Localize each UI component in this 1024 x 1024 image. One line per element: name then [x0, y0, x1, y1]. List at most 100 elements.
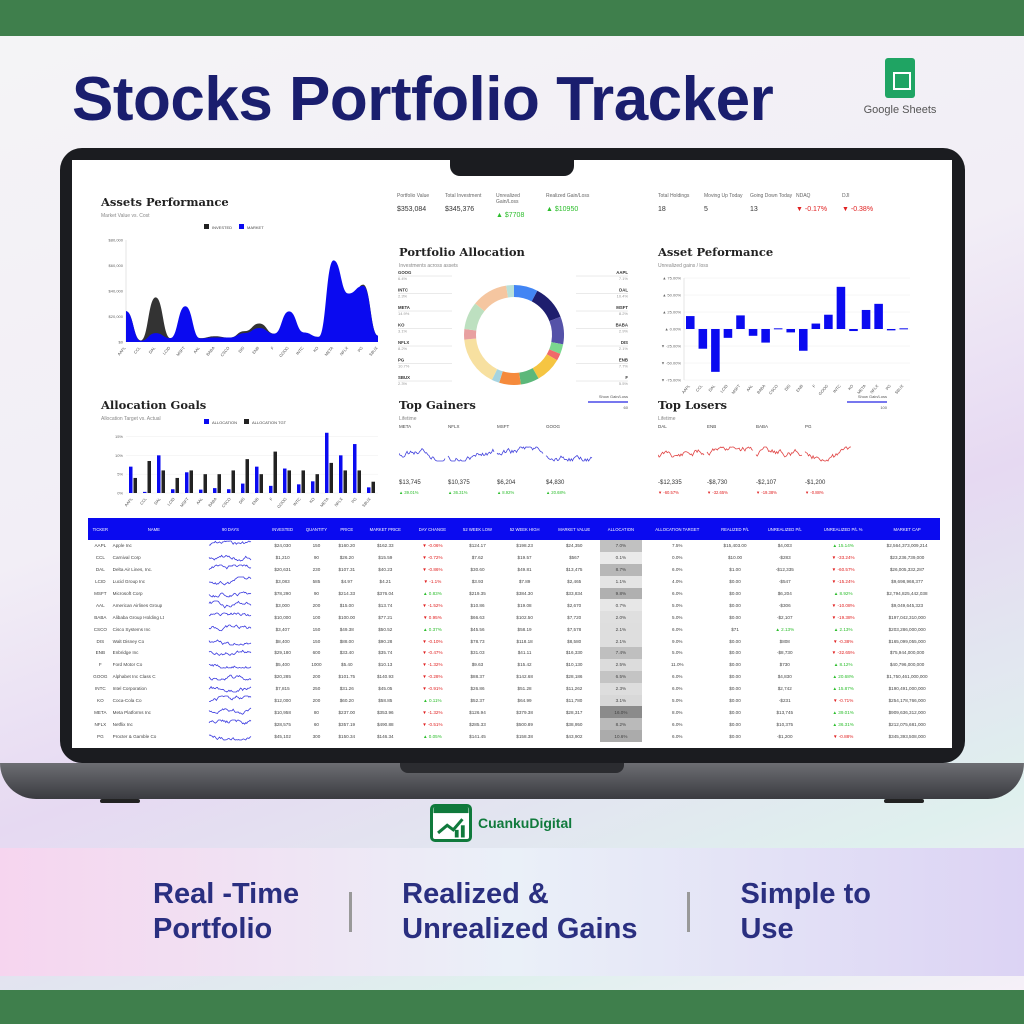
donut-slice: [546, 349, 561, 361]
donut-slice: [549, 342, 564, 354]
cell-invested: $3,000: [275, 602, 290, 608]
cell-name: Walt Disney Co: [112, 638, 145, 644]
column-header[interactable]: 52 WEEK LOW: [454, 518, 501, 540]
column-header[interactable]: ALLOCATION: [599, 518, 642, 540]
table-row[interactable]: CCL Carnival Corp $1,210 90 $26.20 $15.59 ▼ -0…: [88, 551, 940, 564]
cell-unrealized-p-l: -$231: [778, 698, 791, 704]
column-header[interactable]: UNREALIZED P/L %: [812, 518, 875, 540]
x-tick-label: KO: [308, 496, 316, 504]
cell-90-days: [195, 564, 266, 576]
cell-invested: $20,285: [274, 674, 291, 680]
show-gain-loss-toggle[interactable]: Show Gain/Loss 100: [847, 394, 887, 410]
cell-ticker: F: [98, 662, 102, 668]
mover-ticker: DAL: [658, 424, 667, 429]
column-header[interactable]: 90 DAYS: [195, 518, 266, 540]
column-header[interactable]: ALLOCATION TARGET: [641, 518, 713, 540]
column-header[interactable]: MARKET PRICE: [360, 518, 411, 540]
donut-slice: [532, 354, 558, 379]
mover-value: -$8,730: [707, 480, 728, 486]
table-row[interactable]: CSCO Cisco Systems Inc $3,407 150 $49.38 $50.…: [88, 623, 940, 636]
cell-ticker: BABA: [94, 614, 107, 620]
column-header[interactable]: INVESTED: [265, 518, 300, 540]
table-row[interactable]: AAPL Apple Inc $24,030 150 $160.20 $162.33 ▼ -…: [88, 540, 940, 552]
cell-allocation-target: 5.0%: [672, 614, 683, 620]
table-row[interactable]: F Ford Motor Co $5,400 1000 $5.40 $10.13 ▼ -1.…: [88, 658, 940, 671]
bar: [849, 329, 858, 332]
slice-value: 2.1%: [619, 346, 629, 351]
x-tick-label: BABA: [756, 383, 767, 395]
column-header[interactable]: UNREALIZED P/L: [757, 518, 813, 540]
table-row[interactable]: KO Coca-Cola Co $12,000 200 $60.20 $58.85 ▲ 0.…: [88, 694, 940, 707]
cell-quantity: 200: [312, 602, 321, 608]
cell-unrealized-p-l-: ▼ -15.24%: [831, 579, 855, 585]
sparkline: [209, 695, 252, 703]
table-row[interactable]: PG Procter & Gamble Co $45,102 300 $150.34 $1…: [88, 730, 940, 743]
cell-allocation: 16.0%: [599, 706, 642, 719]
mover-pct: ▼ -60.57%: [658, 490, 679, 495]
bar: [686, 316, 695, 329]
table-row[interactable]: AAL American Airlines Group $3,000 200 $15.0…: [88, 599, 940, 612]
table-row[interactable]: DAL Delta Air Lines, Inc. $20,631 230 $107.3…: [88, 563, 940, 576]
table-row[interactable]: DIS Walt Disney Co $8,400 150 $88.00 $90.28 ▼ …: [88, 635, 940, 648]
cell-allocation-target: 5.0%: [672, 698, 683, 704]
column-header[interactable]: PRICE: [333, 518, 361, 540]
cell-day-change: ▼ -1.32%: [422, 709, 443, 715]
mover-ticker: MSFT: [497, 424, 509, 429]
column-header[interactable]: DAY CHANGE: [410, 518, 455, 540]
table-row[interactable]: META Meta Platforms Inc $10,958 80 $237.00 $3…: [88, 706, 940, 719]
cell-unrealized-p-l-: ▲ 15.87%: [832, 686, 854, 692]
target-bar: [329, 462, 333, 493]
table-row[interactable]: ENB Enbridge Inc $29,180 600 $33.40 $35.74 ▼ -…: [88, 647, 940, 659]
kpi-value: ▼ -0.17%: [796, 206, 828, 213]
cell-ticker: INTC: [94, 686, 106, 692]
cell-allocation: 6.5%: [599, 670, 642, 683]
google-sheets-label: Google Sheets: [863, 104, 937, 116]
cell-market-value: $7,720: [567, 614, 582, 620]
bar: [736, 315, 745, 329]
column-header[interactable]: QUANTITY: [299, 518, 334, 540]
sparkline: [447, 448, 495, 462]
toggle-slider[interactable]: [588, 401, 628, 403]
cell-unrealized-p-l-: ▲ 36.31%: [832, 721, 854, 727]
holdings-table: TICKER NAME 90 DAYS INVESTED QUANTITY PRICE MA…: [88, 518, 940, 743]
table-row[interactable]: BABA Alibaba Group Holding Lt $10,000 100 $1…: [88, 611, 940, 624]
cell-market-cap: $197,042,310,000: [888, 614, 926, 620]
table-row[interactable]: INTC Intel Corporation $7,815 250 $31.26 $45.…: [88, 682, 940, 695]
cell-realized-p-l: $71: [731, 626, 739, 632]
column-header[interactable]: NAME: [112, 518, 196, 540]
target-bar: [273, 451, 277, 493]
cell-ticker: META: [94, 709, 107, 715]
kpi-value: 5: [704, 206, 708, 213]
y-tick-label: $40,000: [109, 289, 124, 294]
bar: [811, 323, 821, 329]
bar: [786, 329, 795, 333]
cell-realized-p-l: $0.00: [729, 698, 741, 704]
column-header[interactable]: MARKET VALUE: [548, 518, 600, 540]
x-tick-label: BABA: [205, 345, 216, 357]
kpi-label: Total Investment: [445, 193, 482, 199]
cell-allocation: 7.4%: [599, 647, 642, 659]
table-row[interactable]: LCID Lucid Group Inc $3,083 585 $4.97 $4.21 ▼ …: [88, 575, 940, 588]
cell-day-change: ▼ 0.95%: [422, 614, 442, 620]
toggle-slider[interactable]: [847, 401, 887, 403]
target-bar: [259, 474, 263, 493]
cell-invested: $10,000: [274, 614, 291, 620]
show-gain-loss-toggle[interactable]: Show Gain/Loss 60: [588, 394, 628, 410]
column-header[interactable]: 52 WEEK HIGH: [500, 518, 549, 540]
table-row[interactable]: GOOG Alphabet Inc Class C $20,285 200 $101.7…: [88, 670, 940, 683]
kpi-value: ▲ $7708: [496, 212, 525, 219]
table-row[interactable]: NFLX Netflix Inc $28,575 60 $357.19 $490.88 ▼ …: [88, 718, 940, 731]
x-tick-label: MSFT: [179, 496, 190, 508]
kpi-2: Unrealized Gain/Loss ▲ $7708: [496, 193, 540, 219]
donut-slice: [514, 285, 538, 302]
cell-quantity: 100: [312, 614, 321, 620]
sparkline: [209, 734, 252, 741]
column-header[interactable]: TICKER: [88, 518, 113, 540]
sparkline-90-days: [209, 734, 252, 741]
cell-allocation: 7.0%: [599, 540, 642, 552]
table-row[interactable]: MSFT Microsoft Corp $78,290 90 $214.33 $376.0…: [88, 587, 940, 600]
cell-quantity: 150: [312, 626, 321, 632]
column-header[interactable]: MARKET CAP: [874, 518, 940, 540]
column-header[interactable]: REALIZED P/L: [712, 518, 758, 540]
cell-quantity: 90: [313, 555, 319, 561]
